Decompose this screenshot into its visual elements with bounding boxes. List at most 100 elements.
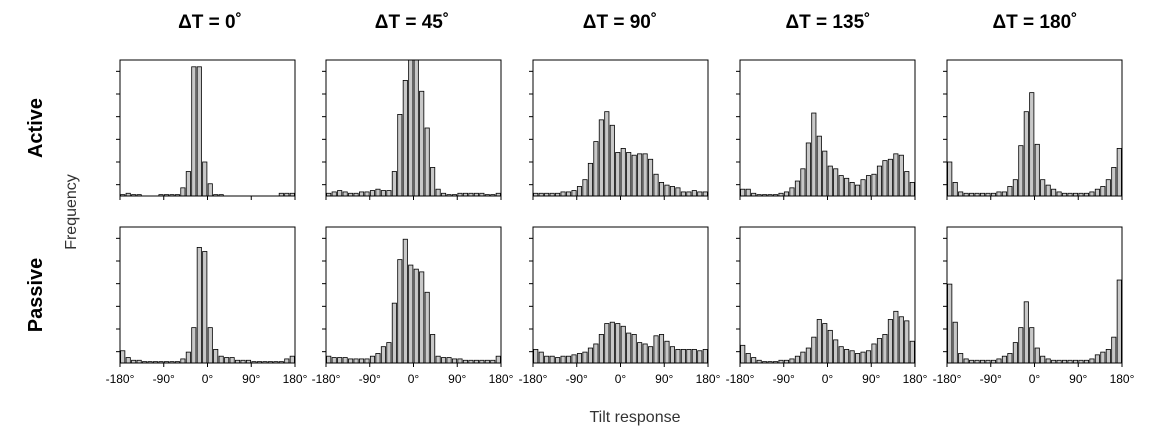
bar xyxy=(391,171,397,197)
panel-passive-0: -180° -90° 0° 90° 180° xyxy=(106,226,308,386)
bar xyxy=(1089,191,1095,197)
bar xyxy=(615,323,621,364)
bar xyxy=(1116,279,1122,364)
bar xyxy=(337,190,343,197)
panel-frame xyxy=(325,59,502,197)
bar xyxy=(593,343,599,364)
bar xyxy=(289,355,295,364)
x-tick-label: -90° xyxy=(566,372,588,386)
bar xyxy=(669,186,675,197)
bar xyxy=(342,357,348,364)
x-tick-label: 180° xyxy=(696,372,721,386)
bar xyxy=(751,357,757,364)
bar xyxy=(811,336,817,364)
x-tick-label: 0° xyxy=(615,372,627,386)
bar xyxy=(386,190,392,197)
bar xyxy=(909,340,915,364)
bar xyxy=(800,351,806,364)
bar xyxy=(229,357,235,364)
x-tick-label: 90° xyxy=(655,372,673,386)
panel-frame xyxy=(532,59,709,197)
bar xyxy=(686,348,692,364)
bar xyxy=(783,191,790,197)
bar xyxy=(375,188,381,197)
bar xyxy=(691,190,697,197)
panel-active-4 xyxy=(943,59,1123,200)
bar xyxy=(604,111,610,197)
bar xyxy=(1051,188,1057,197)
bar xyxy=(457,358,463,364)
panel-active-2 xyxy=(529,59,709,200)
bar xyxy=(855,184,861,197)
x-tick-label: 180° xyxy=(903,372,928,386)
bar xyxy=(218,355,224,364)
panel-active-1 xyxy=(322,59,502,200)
x-tick-label: 90° xyxy=(1069,372,1087,386)
bar xyxy=(560,355,566,364)
bar xyxy=(697,191,703,197)
column-titles: ΔT = 0˚ ΔT = 45˚ ΔT = 90˚ ΔT = 135˚ ΔT =… xyxy=(178,12,1077,33)
bar xyxy=(1100,351,1106,364)
bar xyxy=(604,323,610,364)
bar xyxy=(555,357,561,364)
bar xyxy=(1007,186,1013,197)
bar xyxy=(419,271,425,364)
bar xyxy=(631,334,637,364)
column-title-0: ΔT = 0˚ xyxy=(178,12,242,33)
bar xyxy=(1045,184,1051,197)
bar xyxy=(1056,191,1062,197)
bar xyxy=(615,152,621,197)
bar xyxy=(745,188,751,197)
bar xyxy=(849,181,855,197)
bar xyxy=(1089,358,1095,364)
bar xyxy=(538,351,544,364)
bar xyxy=(435,355,441,364)
bar xyxy=(609,124,615,197)
bar xyxy=(882,160,888,197)
bar xyxy=(582,351,588,364)
bar xyxy=(794,180,800,197)
bar xyxy=(740,344,746,364)
bar xyxy=(893,310,899,364)
bar xyxy=(598,119,604,197)
bar xyxy=(1094,188,1100,197)
bar xyxy=(865,350,872,364)
bar xyxy=(342,191,348,197)
bar xyxy=(402,238,408,364)
bar xyxy=(626,152,632,197)
bar xyxy=(664,184,670,197)
bar xyxy=(364,191,370,197)
bar xyxy=(816,135,822,197)
bar xyxy=(386,342,392,364)
x-tick-label: -180° xyxy=(726,372,755,386)
bar xyxy=(364,358,370,364)
bar xyxy=(626,332,632,364)
bar xyxy=(794,355,800,364)
bar xyxy=(833,168,839,197)
bar xyxy=(860,179,866,197)
bar xyxy=(963,358,969,364)
bar xyxy=(180,358,186,364)
bar xyxy=(653,335,659,364)
bar xyxy=(664,340,670,364)
bar xyxy=(789,187,795,197)
bar xyxy=(871,343,877,364)
bar xyxy=(353,358,359,364)
bar xyxy=(865,175,872,197)
x-tick-label: 0° xyxy=(202,372,214,386)
bar xyxy=(359,358,365,364)
bar xyxy=(337,357,343,364)
x-tick-label: -180° xyxy=(106,372,135,386)
bar xyxy=(196,66,202,197)
bar xyxy=(430,334,436,364)
bar xyxy=(1023,301,1029,364)
bar xyxy=(1012,179,1018,197)
bar xyxy=(1023,111,1029,197)
bar xyxy=(191,327,197,364)
x-tick-label: -90° xyxy=(980,372,1002,386)
bar xyxy=(642,153,648,197)
bar xyxy=(587,162,593,197)
bar xyxy=(952,181,958,197)
bar xyxy=(413,59,419,197)
bar xyxy=(397,259,403,364)
